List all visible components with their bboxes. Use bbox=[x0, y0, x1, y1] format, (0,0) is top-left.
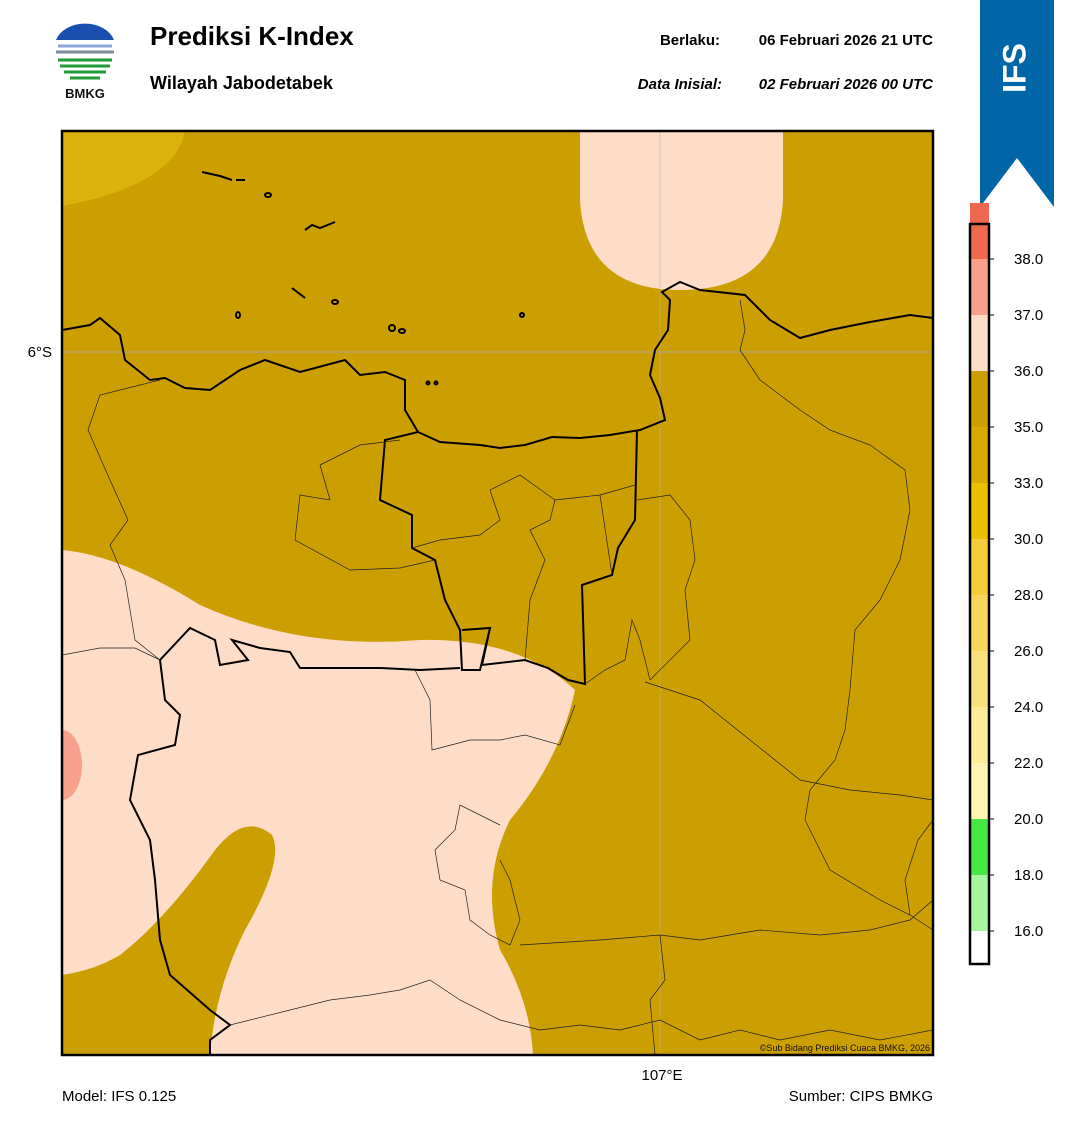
colorbar-tick-label: 16.0 bbox=[1014, 923, 1043, 940]
subtitle: Wilayah Jabodetabek bbox=[150, 73, 334, 93]
valid-label: Berlaku: bbox=[660, 32, 720, 49]
colorbar-tick-label: 28.0 bbox=[1014, 587, 1043, 604]
colorbar: 16.0 18.0 20.0 22.0 24.0 26.0 28.0 30.0 33.0 35.0… bbox=[968, 203, 1043, 966]
colorbar-tick-label: 38.0 bbox=[1014, 251, 1043, 268]
colorbar-band bbox=[970, 763, 989, 819]
colorbar-frame bbox=[968, 222, 991, 966]
colorbar-band bbox=[970, 931, 989, 964]
colorbar-tick-label: 22.0 bbox=[1014, 755, 1043, 772]
colorbar-tick-label: 37.0 bbox=[1014, 307, 1043, 324]
logo-text: BMKG bbox=[65, 86, 105, 101]
colorbar-band bbox=[970, 315, 989, 371]
colorbar-band bbox=[970, 203, 989, 259]
badge-text: IFS bbox=[996, 43, 1032, 93]
colorbar-band bbox=[970, 259, 989, 315]
colorbar-band bbox=[970, 875, 989, 931]
colorbar-tick-label: 20.0 bbox=[1014, 811, 1043, 828]
colorbar-band bbox=[970, 371, 989, 427]
colorbar-band bbox=[970, 707, 989, 763]
valid-time: 06 Februari 2026 21 UTC bbox=[759, 32, 933, 49]
source-text: Sumber: CIPS BMKG bbox=[789, 1088, 933, 1105]
map: ©Sub Bidang Prediksi Cuaca BMKG, 2026 bbox=[62, 131, 933, 1055]
colorbar-band bbox=[970, 427, 989, 483]
colorbar-band bbox=[970, 595, 989, 651]
colorbar-band bbox=[970, 483, 989, 539]
init-time: 02 Februari 2026 00 UTC bbox=[759, 76, 934, 93]
model-text: Model: IFS 0.125 bbox=[62, 1088, 176, 1105]
map-frame bbox=[60, 129, 935, 1057]
colorbar-tick-label: 36.0 bbox=[1014, 363, 1043, 380]
colorbar-tick-label: 33.0 bbox=[1014, 475, 1043, 492]
lon-label: 107°E bbox=[641, 1067, 682, 1084]
title: Prediksi K-Index bbox=[150, 21, 354, 51]
colorbar-tick-label: 30.0 bbox=[1014, 531, 1043, 548]
colorbar-tick-label: 18.0 bbox=[1014, 867, 1043, 884]
colorbar-tick-label: 35.0 bbox=[1014, 419, 1043, 436]
lat-label: 6°S bbox=[28, 344, 52, 361]
colorbar-band bbox=[970, 819, 989, 875]
colorbar-band bbox=[970, 651, 989, 707]
colorbar-band bbox=[970, 539, 989, 595]
colorbar-tick-label: 24.0 bbox=[1014, 699, 1043, 716]
logo: BMKG bbox=[56, 23, 114, 101]
badge: IFS bbox=[980, 0, 1054, 207]
init-label: Data Inisial: bbox=[638, 76, 722, 93]
colorbar-tick-label: 26.0 bbox=[1014, 643, 1043, 660]
credit: ©Sub Bidang Prediksi Cuaca BMKG, 2026 bbox=[760, 1043, 930, 1053]
